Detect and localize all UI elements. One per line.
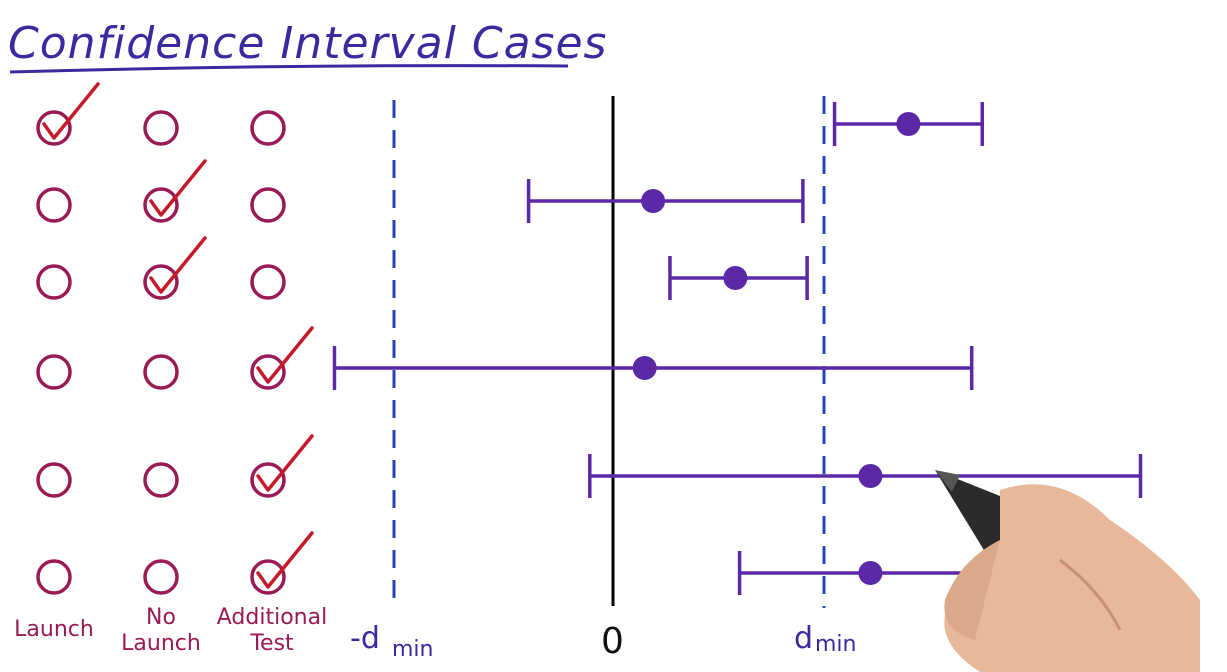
case-row-5 [36, 434, 314, 498]
case-row-6 [36, 531, 314, 595]
point-estimate [632, 356, 657, 380]
svg-text:d: d [794, 621, 813, 656]
option-circle-launch[interactable] [36, 462, 72, 498]
dmin-label: d min [794, 621, 857, 657]
interval-1 [832, 102, 984, 146]
option-circle-launch[interactable] [36, 264, 72, 300]
case-row-1 [36, 82, 286, 146]
title-underline [9, 64, 569, 74]
diagram-title: Confidence Interval Cases [8, 18, 607, 69]
zero-label: 0 [601, 621, 624, 662]
option-circle-additional-test[interactable] [250, 187, 286, 223]
case-row-4 [36, 326, 314, 390]
point-estimate [641, 189, 666, 213]
point-estimate [858, 561, 883, 585]
interval-2 [526, 179, 805, 223]
interval-3 [668, 256, 809, 300]
check-mark-icon [149, 159, 207, 217]
column-label-additional-test: Additional Test [217, 605, 327, 656]
check-mark-icon [42, 82, 100, 140]
hand-with-marker [935, 470, 1200, 672]
column-labels: Launch No Launch Additional Test [14, 605, 327, 656]
neg-dmin-label: -d min [350, 621, 434, 662]
option-circle-additional-test[interactable] [250, 559, 286, 595]
check-mark-icon [256, 434, 314, 492]
svg-text:min: min [392, 637, 434, 662]
confidence-intervals [332, 102, 1143, 595]
option-circle-additional-test[interactable] [250, 462, 286, 498]
option-circle-launch[interactable] [36, 110, 72, 146]
point-estimate [896, 112, 921, 136]
option-circle-additional-test[interactable] [250, 354, 286, 390]
case-row-3 [36, 236, 286, 300]
option-circle-no-launch[interactable] [143, 559, 179, 595]
svg-text:-d: -d [350, 621, 380, 656]
interval-5 [588, 454, 1143, 498]
option-circle-no-launch[interactable] [143, 354, 179, 390]
point-estimate [858, 464, 883, 488]
check-mark-icon [256, 326, 314, 384]
svg-text:min: min [815, 632, 857, 657]
case-row-2 [36, 159, 286, 223]
option-circle-no-launch[interactable] [143, 187, 179, 223]
column-label-no-launch: No Launch [121, 605, 201, 656]
option-circle-no-launch[interactable] [143, 110, 179, 146]
point-estimate [723, 266, 748, 290]
option-circle-additional-test[interactable] [250, 264, 286, 300]
option-circle-launch[interactable] [36, 187, 72, 223]
option-circle-launch[interactable] [36, 559, 72, 595]
option-rows [36, 82, 314, 595]
check-mark-icon [149, 236, 207, 294]
option-circle-launch[interactable] [36, 354, 72, 390]
check-mark-icon [256, 531, 314, 589]
interval-4 [332, 346, 974, 390]
option-circle-no-launch[interactable] [143, 264, 179, 300]
column-label-launch: Launch [14, 617, 94, 642]
option-circle-no-launch[interactable] [143, 462, 179, 498]
option-circle-additional-test[interactable] [250, 110, 286, 146]
